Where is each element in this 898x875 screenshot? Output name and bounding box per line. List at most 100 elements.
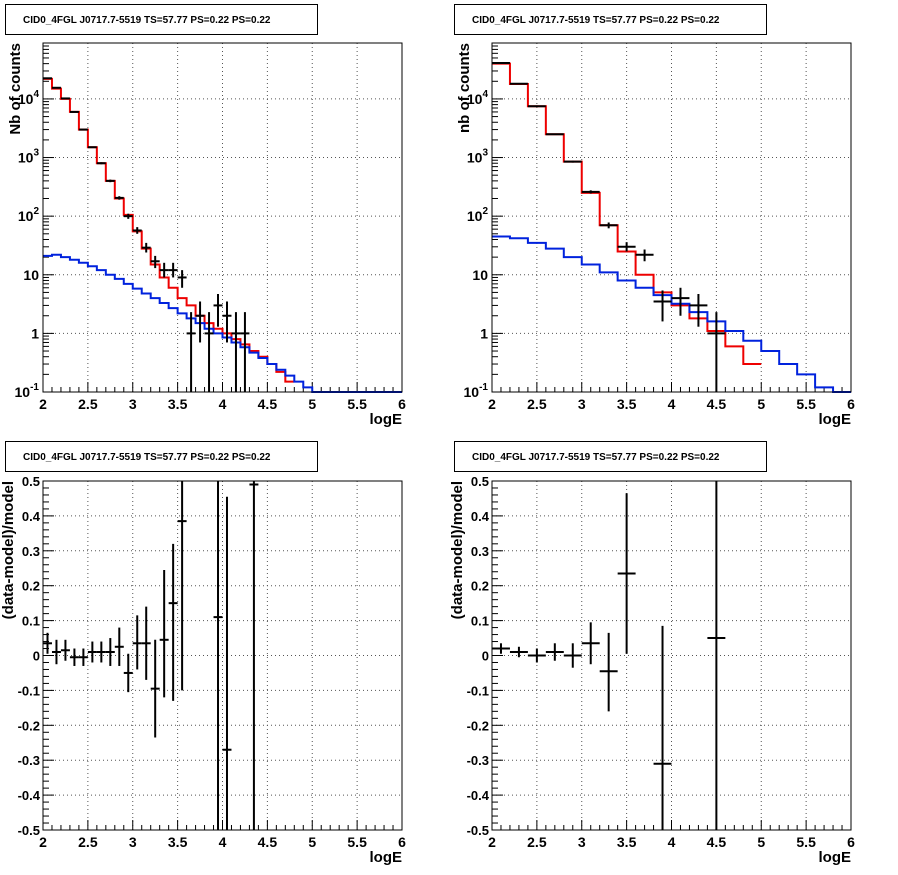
data-point [150, 255, 160, 269]
data-point [69, 110, 79, 113]
y-axis: 10-1 1 10 102 103 104 [15, 42, 54, 400]
y-tick-label: 0.4 [471, 509, 490, 524]
data-points [492, 62, 726, 392]
data-point [114, 196, 124, 200]
x-tick-label: 3.5 [168, 396, 188, 412]
chart-panel-4: 2 2.5 3 3.5 4 4.5 5 5.5 6logE-0.5-0.4-0.3-0.2-0.… [449, 441, 855, 866]
data-point [132, 227, 142, 234]
plot-frame [491, 480, 852, 831]
data-point [671, 287, 690, 316]
title-box: CID0_4FGL J0717.7-5519 TS=57.77 PS=0.22 … [5, 4, 318, 35]
x-tick-label: 2.5 [78, 396, 98, 412]
y-axis-title: (data-model)/model [0, 481, 17, 619]
y-tick-label: -0.2 [18, 718, 40, 733]
x-tick-label: 6 [847, 834, 855, 850]
x-tick-label: 3 [129, 834, 137, 850]
plot-area [43, 481, 402, 830]
x-tick-label: 3 [578, 396, 586, 412]
data-point [653, 625, 672, 830]
y-tick-label: 0.2 [471, 579, 489, 594]
plot-frame [42, 480, 403, 831]
x-axis-title: logE [370, 849, 403, 866]
x-tick-label: 5.5 [796, 396, 816, 412]
data-point [527, 648, 546, 663]
y-tick-label: 103 [467, 148, 489, 166]
y-tick-label: 0.5 [22, 474, 40, 489]
data-point [581, 622, 600, 665]
x-tick-label: 2.5 [78, 834, 98, 850]
x-tick-label: 6 [847, 396, 855, 412]
plot-frame [42, 42, 403, 393]
x-tick-label: 4.5 [258, 834, 278, 850]
title-box: CID0_4FGL J0717.7-5519 TS=57.77 PS=0.22 … [454, 4, 767, 35]
chart-title: CID0_4FGL J0717.7-5519 TS=57.77 PS=0.22 … [472, 15, 720, 26]
y-tick-label: 0.1 [471, 614, 489, 629]
data-points [492, 481, 726, 830]
x-tick-label: 5.5 [347, 396, 367, 412]
title-box-frame [5, 4, 318, 35]
y-tick-label: 10-1 [464, 382, 489, 400]
data-point [177, 481, 187, 691]
y-tick-label: 102 [18, 206, 40, 224]
data-point [492, 643, 510, 654]
data-point [635, 249, 654, 262]
data-point [707, 481, 726, 830]
data-point [653, 290, 672, 322]
x-axis: 2 2.5 3 3.5 4 4.5 5 5.5 6 [488, 820, 855, 850]
x-tick-label: 2 [39, 834, 47, 850]
data-point [168, 543, 178, 701]
y-axis-title: (data-model)/model [449, 481, 466, 619]
x-tick-label: 5 [757, 834, 765, 850]
data-point [240, 312, 250, 392]
y-tick-label: 10 [23, 267, 39, 283]
series-model-source [492, 235, 851, 393]
data-point [222, 496, 232, 830]
y-tick-label: 0.5 [471, 474, 489, 489]
x-axis: 2 2.5 3 3.5 4 4.5 5 5.5 6 [39, 382, 406, 412]
y-tick-label: -0.5 [18, 823, 40, 838]
plot-frame [491, 42, 852, 393]
data-points [43, 77, 250, 392]
y-tick-label: 0 [482, 649, 489, 664]
data-point [249, 481, 259, 830]
y-tick-label: 104 [18, 89, 40, 107]
x-tick-label: 3 [129, 396, 137, 412]
x-tick-label: 5 [308, 396, 316, 412]
chart-panel-3: 2 2.5 3 3.5 4 4.5 5 5.5 6logE-0.5-0.4-0.3-0.2-0.… [0, 441, 406, 866]
x-axis-title: logE [819, 849, 852, 866]
data-point [509, 646, 528, 658]
data-point [527, 105, 546, 108]
plot-area [492, 43, 851, 392]
y-tick-label: -0.3 [18, 753, 40, 768]
data-point [78, 648, 88, 666]
y-axis: -0.5 -0.4 -0.3 -0.2 -0.1 0 0.1 0.2 0.3 0.4 0.5 [467, 474, 503, 838]
x-tick-label: 6 [398, 834, 406, 850]
data-point [617, 242, 636, 252]
data-point [159, 569, 169, 698]
y-tick-label: -0.2 [467, 718, 489, 733]
y-axis-title: nb of counts [456, 43, 473, 133]
y-tick-label: -0.5 [467, 823, 489, 838]
x-axis-title: logE [819, 411, 852, 428]
y-tick-label: -0.3 [467, 753, 489, 768]
title-box-frame [454, 4, 767, 35]
data-point [599, 632, 618, 712]
plot-area [492, 481, 851, 830]
data-point [581, 190, 600, 194]
data-point [114, 627, 124, 666]
data-point [545, 643, 564, 661]
data-point [689, 293, 708, 327]
data-point [123, 653, 133, 693]
x-tick-label: 2 [488, 396, 496, 412]
data-point [563, 160, 582, 163]
y-tick-label: -0.4 [467, 788, 490, 803]
data-point [222, 301, 232, 343]
chart-title: CID0_4FGL J0717.7-5519 TS=57.77 PS=0.22 … [23, 452, 271, 463]
y-tick-label: 10 [472, 267, 488, 283]
x-tick-label: 5 [308, 834, 316, 850]
x-tick-label: 4 [668, 396, 676, 412]
title-box-frame [5, 441, 318, 472]
data-point [195, 301, 205, 343]
